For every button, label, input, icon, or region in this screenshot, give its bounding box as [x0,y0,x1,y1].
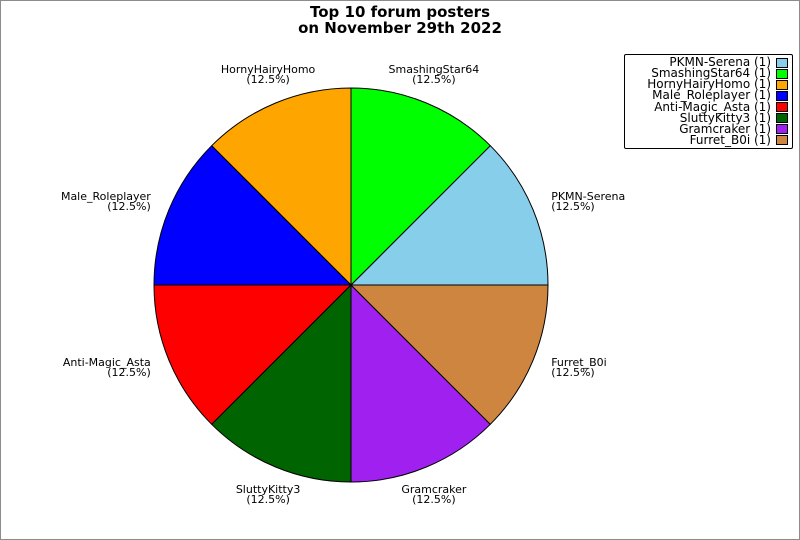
legend-color-swatch [776,102,788,113]
pie-slice-sluttykitty3 [211,284,352,483]
legend-color-swatch [776,124,788,135]
pie-slice-gramcraker [350,284,491,483]
pie-slice-smashingstar64 [350,87,491,286]
chart-title-line2: on November 29th 2022 [298,19,502,37]
legend-entry-label: SluttyKitty3 (1) [679,110,771,125]
legend-entry: SmashingStar64 (1) [629,66,788,81]
legend-color-swatch [776,113,788,124]
pie-slice-anti-magic_asta [153,284,352,425]
legend-entry: Gramcraker (1) [629,121,788,136]
chart-title: Top 10 forum posters on November 29th 20… [1,4,799,36]
pie-slice-furret_b0i [350,284,549,425]
legend-color-swatch [776,57,788,68]
legend-entry: Furret_B0i (1) [629,132,788,147]
pie-slice-hornyhairyhomo [211,87,352,286]
legend-entry-label: Gramcraker (1) [679,121,771,136]
legend-entry-label: Anti-Magic_Asta (1) [654,99,771,114]
pie-slice-pkmn-serena [350,145,549,286]
legend-entry-label: Furret_B0i (1) [689,132,771,147]
legend-entry-label: PKMN-Serena (1) [669,55,771,69]
pie-slice-male_roleplayer [153,145,352,286]
chart-title-line1: Top 10 forum posters [310,3,490,21]
legend-entry-label: Male_Roleplayer (1) [652,88,771,103]
legend-color-swatch [776,135,788,146]
legend-entry-label: HornyHairyHomo (1) [647,77,771,92]
legend-entry: Male_Roleplayer (1) [629,88,788,103]
legend-entry-label: SmashingStar64 (1) [651,66,771,81]
legend-entry: PKMN-Serena (1) [629,55,788,69]
legend-entry: SluttyKitty3 (1) [629,110,788,125]
legend-color-swatch [776,90,788,101]
legend-color-swatch [776,79,788,90]
legend-color-swatch [776,68,788,79]
legend-entry: Anti-Magic_Asta (1) [629,99,788,114]
legend-box: PKMN-Serena (1) SmashingStar64 (1) HornyHa… [624,54,793,149]
legend-entry: HornyHairyHomo (1) [629,77,788,92]
